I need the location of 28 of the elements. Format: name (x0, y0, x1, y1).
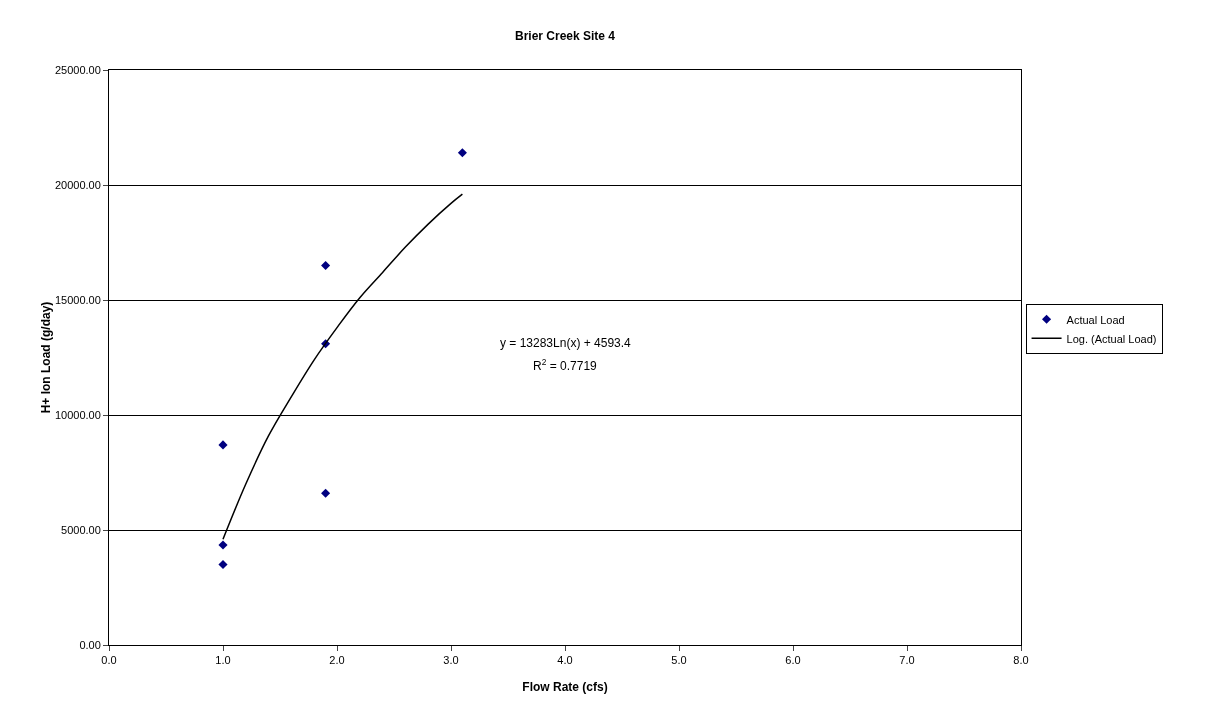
x-tick-label: 0.0 (101, 654, 117, 667)
chart-title: Brier Creek Site 4 (514, 29, 616, 44)
annotation: y = 13283Ln(x) + 4593.4 (500, 336, 632, 350)
x-tick-label: 5.0 (671, 654, 687, 667)
legend-label: Log. (Actual Load) (1066, 332, 1157, 345)
point (321, 488, 331, 498)
x-tick-label: 7.0 (899, 654, 915, 667)
y-axis-title: H+ Ion Load (g/day) (38, 301, 53, 414)
x-tick-label: 4.0 (557, 654, 573, 667)
y-tick-label: 15000.00 (54, 293, 101, 306)
point (218, 440, 228, 450)
y-tick-label: 10000.00 (54, 408, 101, 421)
point (218, 540, 228, 550)
x-tick-label: 2.0 (329, 654, 345, 667)
point (457, 148, 467, 158)
y-tick-label: 25000.00 (54, 63, 101, 76)
x-tick-label: 6.0 (785, 654, 801, 667)
point (218, 559, 228, 570)
legend-label: Actual Load (1066, 313, 1125, 326)
x-tick-label: 1.0 (215, 654, 231, 667)
x-tick-label: 3.0 (443, 654, 459, 667)
y-tick-label: 0.00 (79, 638, 101, 651)
x-tick-label: 8.0 (1013, 654, 1029, 667)
y-tick-label: 5000.00 (61, 523, 101, 536)
x-axis-title: Flow Rate (cfs) (522, 680, 608, 694)
annotation: R$^{2}$ = 0.7719 (533, 357, 598, 374)
y-tick-label: 20000.00 (54, 178, 101, 191)
point (321, 260, 331, 271)
